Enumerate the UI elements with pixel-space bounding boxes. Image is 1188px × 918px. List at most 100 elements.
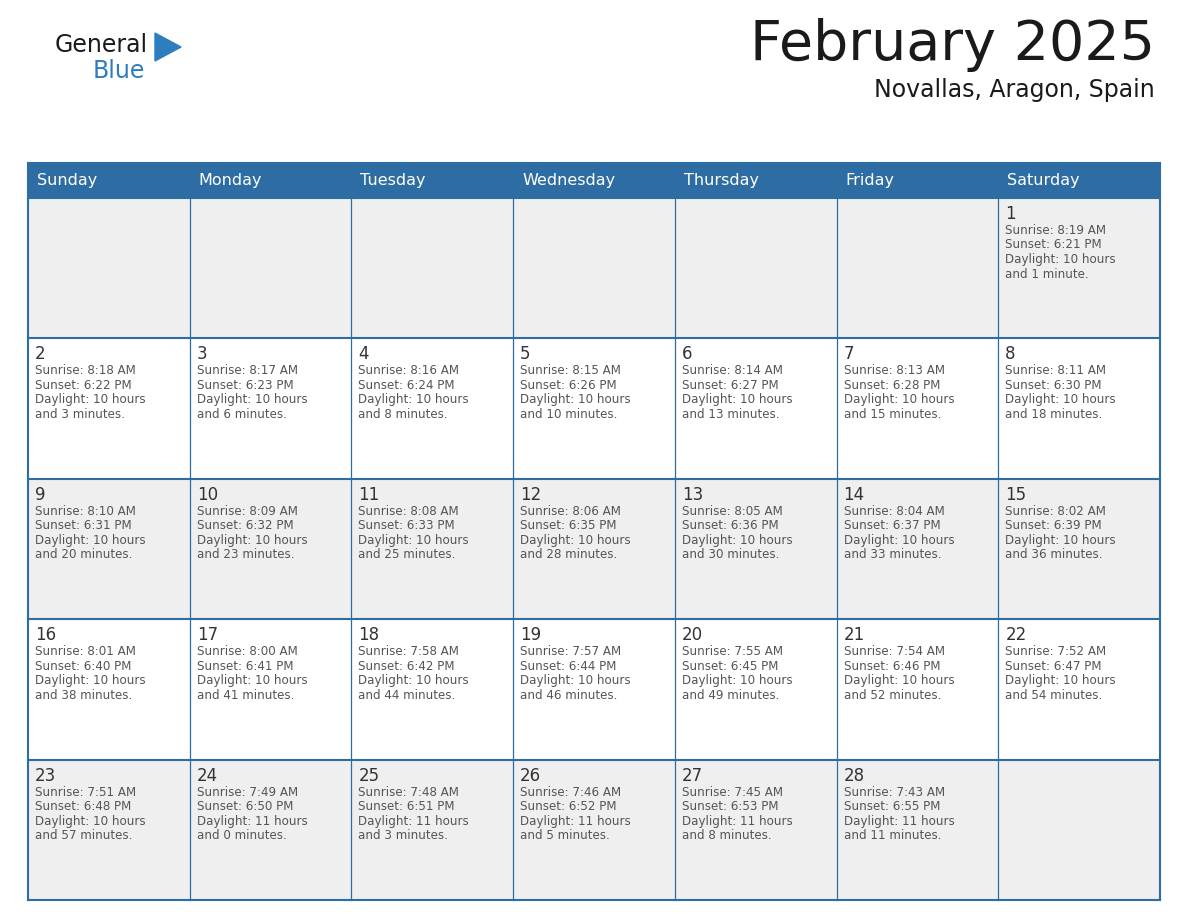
Text: Sunset: 6:42 PM: Sunset: 6:42 PM — [359, 660, 455, 673]
Text: Sunset: 6:35 PM: Sunset: 6:35 PM — [520, 520, 617, 532]
Text: and 23 minutes.: and 23 minutes. — [197, 548, 295, 561]
Text: 22: 22 — [1005, 626, 1026, 644]
Text: and 10 minutes.: and 10 minutes. — [520, 408, 618, 420]
Text: Daylight: 10 hours: Daylight: 10 hours — [197, 533, 308, 547]
Text: Sunset: 6:32 PM: Sunset: 6:32 PM — [197, 520, 293, 532]
Text: 5: 5 — [520, 345, 531, 364]
Text: Sunset: 6:27 PM: Sunset: 6:27 PM — [682, 379, 778, 392]
Text: Sunrise: 8:00 AM: Sunrise: 8:00 AM — [197, 645, 297, 658]
Text: Sunrise: 8:04 AM: Sunrise: 8:04 AM — [843, 505, 944, 518]
Text: Sunrise: 8:05 AM: Sunrise: 8:05 AM — [682, 505, 783, 518]
Text: Sunrise: 7:54 AM: Sunrise: 7:54 AM — [843, 645, 944, 658]
Bar — [29, 339, 1159, 479]
Text: Daylight: 10 hours: Daylight: 10 hours — [197, 394, 308, 407]
Text: Sunset: 6:41 PM: Sunset: 6:41 PM — [197, 660, 293, 673]
Text: Sunset: 6:21 PM: Sunset: 6:21 PM — [1005, 239, 1102, 252]
Text: Sunday: Sunday — [37, 173, 97, 188]
Text: 12: 12 — [520, 486, 542, 504]
Text: and 41 minutes.: and 41 minutes. — [197, 688, 295, 701]
Text: Sunset: 6:45 PM: Sunset: 6:45 PM — [682, 660, 778, 673]
Text: Sunrise: 8:14 AM: Sunrise: 8:14 AM — [682, 364, 783, 377]
Text: Novallas, Aragon, Spain: Novallas, Aragon, Spain — [874, 78, 1155, 102]
Text: and 1 minute.: and 1 minute. — [1005, 267, 1089, 281]
Text: and 38 minutes.: and 38 minutes. — [34, 688, 132, 701]
Text: Sunrise: 8:01 AM: Sunrise: 8:01 AM — [34, 645, 135, 658]
Text: Sunrise: 8:10 AM: Sunrise: 8:10 AM — [34, 505, 135, 518]
Text: Sunset: 6:37 PM: Sunset: 6:37 PM — [843, 520, 940, 532]
Text: Daylight: 10 hours: Daylight: 10 hours — [1005, 674, 1116, 688]
Text: Wednesday: Wednesday — [523, 173, 615, 188]
Text: Sunrise: 7:57 AM: Sunrise: 7:57 AM — [520, 645, 621, 658]
Text: Daylight: 10 hours: Daylight: 10 hours — [843, 533, 954, 547]
Bar — [29, 759, 1159, 900]
Text: Friday: Friday — [846, 173, 895, 188]
Bar — [29, 479, 1159, 620]
Text: Sunrise: 8:08 AM: Sunrise: 8:08 AM — [359, 505, 459, 518]
Text: Sunrise: 7:46 AM: Sunrise: 7:46 AM — [520, 786, 621, 799]
Text: Daylight: 11 hours: Daylight: 11 hours — [520, 814, 631, 828]
Text: Daylight: 10 hours: Daylight: 10 hours — [843, 674, 954, 688]
Text: 24: 24 — [197, 767, 217, 785]
Text: Monday: Monday — [198, 173, 263, 188]
Text: Sunset: 6:52 PM: Sunset: 6:52 PM — [520, 800, 617, 813]
Text: Sunset: 6:48 PM: Sunset: 6:48 PM — [34, 800, 131, 813]
Text: Daylight: 10 hours: Daylight: 10 hours — [520, 394, 631, 407]
Text: 23: 23 — [34, 767, 56, 785]
Text: and 54 minutes.: and 54 minutes. — [1005, 688, 1102, 701]
Text: Sunset: 6:31 PM: Sunset: 6:31 PM — [34, 520, 132, 532]
Text: Sunrise: 8:09 AM: Sunrise: 8:09 AM — [197, 505, 297, 518]
Text: and 13 minutes.: and 13 minutes. — [682, 408, 779, 420]
Text: Thursday: Thursday — [684, 173, 759, 188]
Text: Daylight: 11 hours: Daylight: 11 hours — [843, 814, 954, 828]
Text: Tuesday: Tuesday — [360, 173, 426, 188]
Text: and 46 minutes.: and 46 minutes. — [520, 688, 618, 701]
Text: and 8 minutes.: and 8 minutes. — [682, 829, 771, 842]
Text: Sunset: 6:53 PM: Sunset: 6:53 PM — [682, 800, 778, 813]
Text: and 33 minutes.: and 33 minutes. — [843, 548, 941, 561]
Text: 15: 15 — [1005, 486, 1026, 504]
Text: 16: 16 — [34, 626, 56, 644]
Text: Sunset: 6:39 PM: Sunset: 6:39 PM — [1005, 520, 1102, 532]
Text: and 6 minutes.: and 6 minutes. — [197, 408, 286, 420]
Text: Daylight: 10 hours: Daylight: 10 hours — [520, 533, 631, 547]
Text: 3: 3 — [197, 345, 208, 364]
Text: and 15 minutes.: and 15 minutes. — [843, 408, 941, 420]
Text: Daylight: 10 hours: Daylight: 10 hours — [1005, 253, 1116, 266]
Text: Daylight: 10 hours: Daylight: 10 hours — [682, 674, 792, 688]
Text: Sunrise: 8:19 AM: Sunrise: 8:19 AM — [1005, 224, 1106, 237]
Text: Sunset: 6:50 PM: Sunset: 6:50 PM — [197, 800, 293, 813]
Text: Daylight: 10 hours: Daylight: 10 hours — [34, 533, 146, 547]
Text: 14: 14 — [843, 486, 865, 504]
Text: Sunrise: 7:52 AM: Sunrise: 7:52 AM — [1005, 645, 1106, 658]
Text: Daylight: 10 hours: Daylight: 10 hours — [359, 394, 469, 407]
Text: February 2025: February 2025 — [750, 18, 1155, 72]
Text: and 11 minutes.: and 11 minutes. — [843, 829, 941, 842]
Text: Sunset: 6:40 PM: Sunset: 6:40 PM — [34, 660, 132, 673]
Text: Sunrise: 8:15 AM: Sunrise: 8:15 AM — [520, 364, 621, 377]
Text: Sunrise: 8:11 AM: Sunrise: 8:11 AM — [1005, 364, 1106, 377]
Text: 21: 21 — [843, 626, 865, 644]
Text: and 30 minutes.: and 30 minutes. — [682, 548, 779, 561]
Text: 9: 9 — [34, 486, 45, 504]
Text: Sunrise: 8:18 AM: Sunrise: 8:18 AM — [34, 364, 135, 377]
Text: Daylight: 11 hours: Daylight: 11 hours — [197, 814, 308, 828]
Polygon shape — [154, 33, 181, 61]
Text: 1: 1 — [1005, 205, 1016, 223]
Text: Sunrise: 7:51 AM: Sunrise: 7:51 AM — [34, 786, 137, 799]
Text: General: General — [55, 33, 148, 57]
Text: and 3 minutes.: and 3 minutes. — [34, 408, 125, 420]
Text: Daylight: 10 hours: Daylight: 10 hours — [34, 394, 146, 407]
Text: Sunset: 6:26 PM: Sunset: 6:26 PM — [520, 379, 617, 392]
Text: and 52 minutes.: and 52 minutes. — [843, 688, 941, 701]
Text: 4: 4 — [359, 345, 369, 364]
Text: 18: 18 — [359, 626, 379, 644]
Text: and 8 minutes.: and 8 minutes. — [359, 408, 448, 420]
Text: 26: 26 — [520, 767, 542, 785]
Bar — [29, 620, 1159, 759]
Text: and 49 minutes.: and 49 minutes. — [682, 688, 779, 701]
Text: and 20 minutes.: and 20 minutes. — [34, 548, 132, 561]
Text: Sunrise: 7:48 AM: Sunrise: 7:48 AM — [359, 786, 460, 799]
Text: Sunrise: 7:45 AM: Sunrise: 7:45 AM — [682, 786, 783, 799]
Bar — [29, 163, 1159, 198]
Text: Sunrise: 8:17 AM: Sunrise: 8:17 AM — [197, 364, 298, 377]
